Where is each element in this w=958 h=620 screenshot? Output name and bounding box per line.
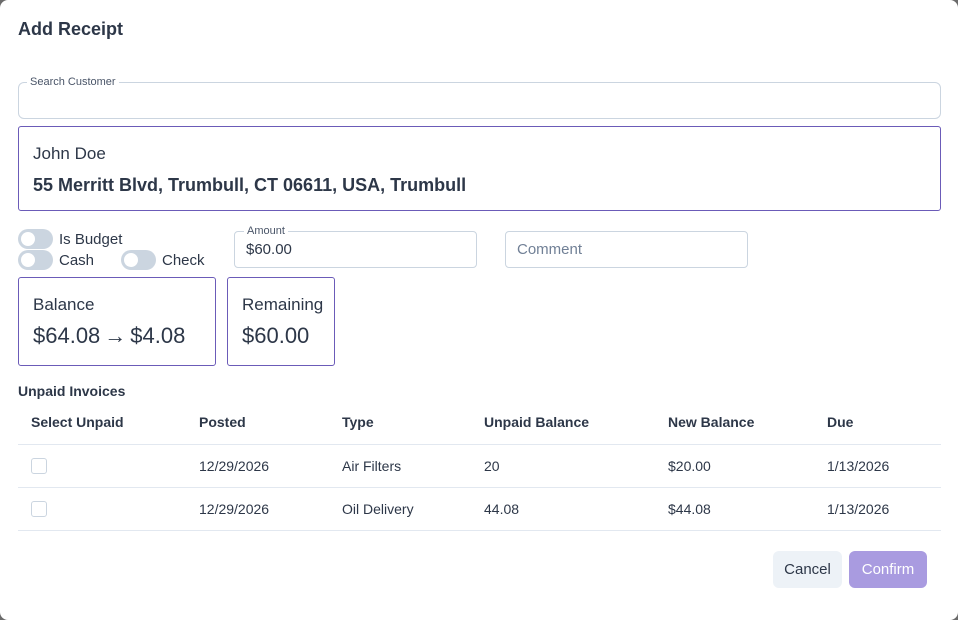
table-row: 12/29/2026 Oil Delivery 44.08 $44.08 1/1… (18, 487, 941, 531)
due-cell: 1/13/2026 (827, 487, 941, 531)
dialog-title: Add Receipt (18, 19, 124, 39)
table-row: 12/29/2026 Air Filters 20 $20.00 1/13/20… (18, 444, 941, 488)
column-header[interactable]: Posted (199, 401, 342, 445)
switch-knob (21, 232, 35, 246)
select-checkbox[interactable] (31, 501, 47, 518)
switch-knob (124, 253, 138, 267)
balance-from: $64.08 (33, 323, 101, 348)
cash-toggle-row: Cash (18, 250, 94, 270)
balance-card: Balance $64.08 → $4.08 (18, 277, 216, 366)
search-customer-field: Search Customer (18, 76, 941, 119)
balance-value: $64.08 → $4.08 (33, 323, 185, 349)
column-header[interactable]: New Balance (668, 401, 827, 445)
column-header: Select Unpaid (18, 401, 199, 445)
select-cell (18, 444, 199, 488)
search-customer-input[interactable] (19, 83, 940, 118)
column-header[interactable]: Due (827, 401, 941, 445)
column-header[interactable]: Type (342, 401, 484, 445)
customer-name: John Doe (33, 144, 106, 163)
comment-input[interactable] (506, 232, 747, 267)
amount-field: Amount (234, 225, 477, 268)
cash-switch[interactable] (18, 250, 53, 270)
check-label: Check (162, 251, 205, 269)
check-switch[interactable] (121, 250, 156, 270)
posted-cell: 12/29/2026 (199, 444, 342, 488)
customer-address: 55 Merritt Blvd, Trumbull, CT 06611, USA… (33, 175, 467, 195)
arrow-right-icon: → (104, 323, 127, 348)
column-header[interactable]: Unpaid Balance (484, 401, 668, 445)
cash-label: Cash (59, 251, 95, 269)
due-cell: 1/13/2026 (827, 444, 941, 488)
balance-to: $4.08 (130, 323, 186, 348)
check-toggle-row: Check (121, 250, 205, 270)
remaining-label: Remaining (242, 295, 324, 314)
balance-label: Balance (33, 295, 95, 314)
unpaid-invoices-title: Unpaid Invoices (18, 383, 126, 399)
unpaid-balance-cell: 44.08 (484, 487, 668, 531)
select-checkbox[interactable] (31, 458, 47, 475)
unpaid-balance-cell: 20 (484, 444, 668, 488)
amount-input[interactable] (235, 232, 476, 267)
is-budget-label: Is Budget (59, 230, 123, 248)
comment-field (505, 231, 748, 268)
table-header-row: Select Unpaid Posted Type Unpaid Balance… (18, 401, 941, 445)
type-cell: Air Filters (342, 444, 484, 488)
switch-knob (21, 253, 35, 267)
new-balance-cell: $44.08 (668, 487, 827, 531)
remaining-card: Remaining $60.00 (227, 277, 335, 366)
posted-cell: 12/29/2026 (199, 487, 342, 531)
select-cell (18, 487, 199, 531)
customer-card[interactable]: John Doe 55 Merritt Blvd, Trumbull, CT 0… (18, 126, 941, 211)
new-balance-cell: $20.00 (668, 444, 827, 488)
cancel-button[interactable]: Cancel (773, 551, 842, 588)
type-cell: Oil Delivery (342, 487, 484, 531)
is-budget-switch[interactable] (18, 229, 53, 249)
is-budget-toggle-row: Is Budget (18, 229, 122, 249)
unpaid-invoices-table: Select Unpaid Posted Type Unpaid Balance… (18, 401, 941, 531)
remaining-value: $60.00 (242, 323, 310, 348)
confirm-button[interactable]: Confirm (849, 551, 927, 588)
